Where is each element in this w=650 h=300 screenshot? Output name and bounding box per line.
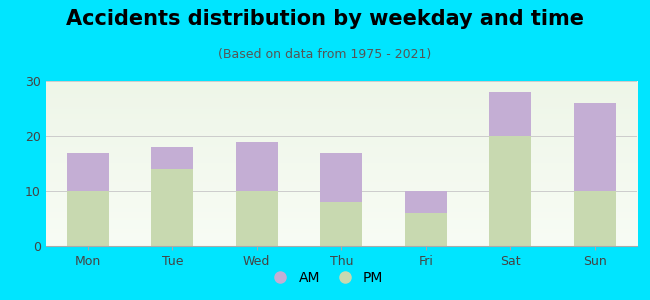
Bar [489,92,532,136]
Bar [489,136,532,246]
Bar [404,191,447,213]
Bar [573,103,616,191]
Legend: AM, PM: AM, PM [261,265,389,290]
Bar [66,191,109,246]
Bar [151,169,194,246]
Bar [320,152,363,202]
Bar [404,213,447,246]
Bar [66,152,109,191]
Bar [573,191,616,246]
Bar [151,147,194,169]
Text: (Based on data from 1975 - 2021): (Based on data from 1975 - 2021) [218,48,432,61]
Bar [235,142,278,191]
Bar [235,191,278,246]
Bar [320,202,363,246]
Text: Accidents distribution by weekday and time: Accidents distribution by weekday and ti… [66,9,584,29]
